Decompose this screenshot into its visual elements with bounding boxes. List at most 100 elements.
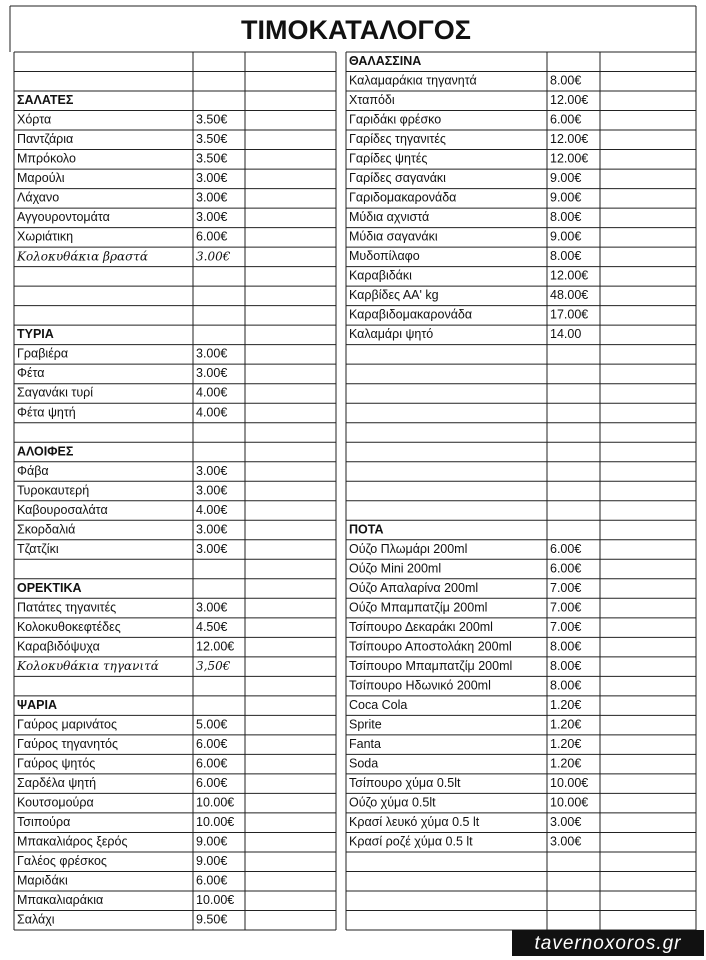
item-price: 1.20€	[550, 698, 581, 712]
item-price: 3,50€	[196, 659, 231, 673]
item-price: 9.00€	[196, 854, 227, 868]
item-price: 6.00€	[550, 113, 581, 127]
item-price: 1.20€	[550, 756, 581, 770]
item-price: 9.00€	[196, 834, 227, 848]
item-price: 3.00€	[196, 522, 227, 536]
item-price: 14.00	[550, 327, 581, 341]
item-name: Φέτα	[17, 366, 45, 380]
watermark-bg	[512, 930, 704, 956]
item-price: 3.00€	[196, 171, 227, 185]
item-price: 17.00€	[550, 308, 588, 322]
item-name: Μύδια σαγανάκι	[349, 230, 438, 244]
item-price: 10.00€	[550, 776, 588, 790]
item-price: 12.00€	[550, 93, 588, 107]
item-price: 7.00€	[550, 581, 581, 595]
item-name: Ούζο Μπαμπατζίμ 200ml	[349, 600, 487, 614]
item-price: 10.00€	[550, 795, 588, 809]
title: ΤΙΜΟΚΑΤΑΛΟΓΟΣ	[241, 15, 471, 45]
item-price: 6.00€	[196, 776, 227, 790]
item-price: 6.00€	[550, 542, 581, 556]
item-name: Καραβιδάκι	[349, 269, 412, 283]
item-name: Μαριδάκι	[17, 874, 68, 888]
item-name: Τζατζίκι	[17, 542, 59, 556]
item-name: Τυροκαυτερή	[17, 483, 89, 497]
item-price: 8.00€	[550, 74, 581, 88]
item-price: 8.00€	[550, 639, 581, 653]
item-price: 1.20€	[550, 717, 581, 731]
item-price: 7.00€	[550, 600, 581, 614]
item-price: 9.00€	[550, 171, 581, 185]
item-price: 3.00€	[196, 542, 227, 556]
item-price: 8.00€	[550, 678, 581, 692]
item-name: Κουτσομούρα	[17, 795, 94, 809]
item-price: 4.50€	[196, 620, 227, 634]
item-name: Γαριδομακαρονάδα	[349, 191, 456, 205]
section-heading: ΟΡΕΚΤΙΚΑ	[17, 581, 82, 595]
section-heading: ΤΥΡΙΑ	[17, 327, 54, 341]
item-name: Λάχανο	[17, 191, 59, 205]
item-name: Τσίπουρο Ηδωνικό 200ml	[349, 678, 491, 692]
item-name: Σαγανάκι τυρί	[17, 386, 93, 400]
item-name: Μυδοπίλαφο	[349, 249, 420, 263]
item-name: Καλαμάρι ψητό	[349, 327, 433, 341]
item-name: Τσίπουρο χύμα 0.5lt	[349, 776, 461, 790]
item-name: Coca Cola	[349, 698, 407, 712]
item-name: Κολοκυθοκεφτέδες	[17, 620, 121, 634]
item-name: Σκορδαλιά	[17, 522, 75, 536]
item-price: 3.00€	[550, 815, 581, 829]
item-price: 7.00€	[550, 620, 581, 634]
section-heading: ΠΟΤΑ	[349, 522, 384, 536]
item-name: Ούζο Mini 200ml	[349, 561, 441, 575]
item-name: Φάβα	[17, 464, 49, 478]
item-name: Παντζάρια	[17, 132, 73, 146]
item-name: Πατάτες τηγανιτές	[17, 600, 116, 614]
item-price: 4.00€	[196, 386, 227, 400]
item-name: Γραβιέρα	[17, 347, 68, 361]
item-name: Γαρίδες σαγανάκι	[349, 171, 446, 185]
item-price: 1.20€	[550, 737, 581, 751]
item-price: 6.00€	[196, 874, 227, 888]
item-name: Σαλάχι	[17, 913, 55, 927]
item-price: 9.50€	[196, 913, 227, 927]
item-price: 8.00€	[550, 659, 581, 673]
item-name: Sprite	[349, 717, 382, 731]
item-name: Κολοκυθάκια βραστά	[16, 249, 148, 263]
item-price: 3.00€	[550, 834, 581, 848]
item-price: 6.00€	[196, 737, 227, 751]
item-name: Κρασί λευκό χύμα 0.5 lt	[349, 815, 480, 829]
item-price: 9.00€	[550, 191, 581, 205]
item-name: Μπακαλιαράκια	[17, 893, 103, 907]
item-name: Τσίπουρο Αποστολάκη 200ml	[349, 639, 512, 653]
item-price: 10.00€	[196, 893, 234, 907]
item-name: Μαρούλι	[17, 171, 65, 185]
item-name: Τσιπούρα	[17, 815, 70, 829]
item-price: 3.00€	[196, 600, 227, 614]
item-price: 6.00€	[550, 561, 581, 575]
item-name: Κολοκυθάκια τηγανιτά	[16, 659, 159, 673]
item-name: Fanta	[349, 737, 381, 751]
item-name: Χταπόδι	[349, 93, 395, 107]
item-price: 3.50€	[196, 113, 227, 127]
item-price: 12.00€	[550, 269, 588, 283]
item-price: 4.00€	[196, 503, 227, 517]
item-price: 10.00€	[196, 795, 234, 809]
item-price: 9.00€	[550, 230, 581, 244]
item-price: 8.00€	[550, 249, 581, 263]
item-price: 3.50€	[196, 132, 227, 146]
item-name: Ούζο Πλωμάρι 200ml	[349, 542, 467, 556]
item-price: 3.00€	[196, 464, 227, 478]
item-name: Τσίπουρο Μπαμπατζίμ 200ml	[349, 659, 512, 673]
item-name: Μπρόκολο	[17, 152, 76, 166]
item-name: Χόρτα	[17, 113, 51, 127]
item-name: Ούζο χύμα 0.5lt	[349, 795, 436, 809]
item-name: Καρβίδες ΑΑ' kg	[349, 288, 439, 302]
item-name: Τσίπουρο Δεκαράκι 200ml	[349, 620, 493, 634]
item-price: 10.00€	[196, 815, 234, 829]
watermark: tavernoxoros.gr	[534, 933, 681, 954]
item-name: Γαύρος ψητός	[17, 756, 95, 770]
item-price: 12.00€	[196, 639, 234, 653]
item-name: Καραβιδομακαρονάδα	[349, 308, 472, 322]
item-name: Γαύρος τηγανητός	[17, 737, 118, 751]
